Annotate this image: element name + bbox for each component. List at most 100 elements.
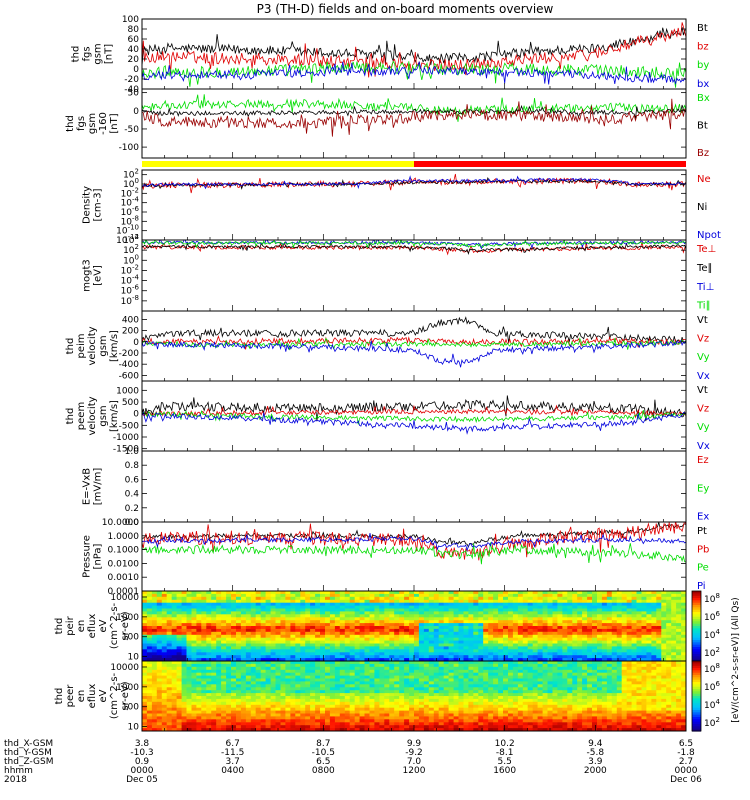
heatmap-cell [216, 640, 222, 645]
heatmap-cell [201, 722, 207, 726]
heatmap-cell [329, 681, 336, 685]
heatmap-cell [433, 725, 440, 729]
heatmap-cell [592, 611, 598, 615]
heatmap-cell [443, 684, 450, 688]
heatmap-cell [344, 666, 351, 671]
heatmap-cell [389, 672, 395, 677]
heatmap-cell [325, 722, 331, 726]
heatmap-cell [616, 626, 623, 630]
heatmap-cell [651, 628, 657, 633]
heatmap-cell [423, 628, 430, 633]
heatmap-cell [414, 637, 420, 642]
heatmap-cell [423, 631, 430, 636]
heatmap-cell [557, 602, 563, 607]
heatmap-cell [339, 725, 346, 729]
heatmap-cell [236, 728, 242, 731]
heatmap-cell [463, 687, 469, 691]
heatmap-cell [587, 626, 593, 630]
heatmap-cell [508, 634, 514, 639]
heatmap-cell [156, 643, 163, 647]
heatmap-cell [443, 678, 450, 682]
heatmap-cell [349, 599, 356, 604]
heatmap-cell [221, 666, 227, 671]
heatmap-cell [211, 643, 217, 647]
heatmap-cell [626, 652, 633, 656]
heatmap-cell [399, 690, 405, 694]
heatmap-cell [389, 666, 395, 671]
heatmap-cell [265, 687, 272, 691]
heatmap-cell [334, 666, 341, 671]
heatmap-cell [245, 707, 252, 712]
heatmap-cell [438, 707, 445, 712]
panel-frame [141, 380, 687, 452]
heatmap-cell [567, 596, 573, 601]
heatmap-cell [186, 596, 192, 601]
heatmap-cell [315, 719, 321, 723]
heatmap-cell [151, 596, 158, 601]
heatmap-cell [285, 719, 291, 723]
heatmap-cell [171, 658, 178, 661]
heatmap-cell [537, 620, 544, 624]
heatmap-cell [176, 602, 183, 607]
heatmap-cell [166, 663, 173, 668]
heatmap-cell [211, 672, 217, 677]
panel-peer-eflux: 10000100010010108106104102thdpeereneflux… [54, 660, 720, 733]
heatmap-cell [512, 634, 519, 639]
heatmap-cell [191, 684, 197, 688]
heatmap-cell [517, 678, 524, 682]
heatmap-cell [354, 684, 361, 688]
heatmap-cell [512, 605, 519, 610]
heatmap-cell [250, 602, 257, 607]
heatmap-cell [418, 725, 425, 729]
heatmap-cell [275, 710, 281, 715]
heatmap-cell [146, 626, 153, 630]
heatmap-cell [250, 728, 257, 731]
heatmap-cell [498, 623, 504, 627]
heatmap-cell [285, 591, 291, 595]
heatmap-cell [265, 602, 272, 607]
heatmap-cell [374, 704, 380, 709]
heatmap-cell [171, 617, 178, 621]
heatmap-cell [404, 710, 410, 715]
heatmap-cell [453, 626, 460, 630]
heatmap-cell [186, 678, 192, 682]
heatmap-cell [231, 640, 237, 645]
heatmap-cell [473, 591, 479, 595]
heatmap-cell [547, 643, 553, 647]
heatmap-cell [646, 599, 652, 604]
heatmap-cell [532, 631, 539, 636]
heatmap-cell [245, 617, 252, 621]
heatmap-cell [453, 725, 460, 729]
heatmap-cell [329, 698, 336, 703]
heatmap-cell [285, 701, 291, 706]
heatmap-cell [661, 658, 667, 661]
heatmap-cell [478, 652, 484, 656]
heatmap-cell [349, 646, 356, 650]
heatmap-cell [226, 634, 232, 639]
heatmap-cell [265, 605, 272, 610]
heatmap-cell [498, 710, 504, 715]
heatmap-cell [389, 605, 395, 610]
heatmap-cell [359, 611, 366, 615]
heatmap-cell [399, 646, 405, 650]
heatmap-cell [414, 701, 420, 706]
heatmap-cell [354, 687, 361, 691]
heatmap-cell [601, 611, 608, 615]
heatmap-cell [374, 634, 380, 639]
heatmap-cell [448, 596, 455, 601]
heatmap-cell [250, 626, 257, 630]
heatmap-cell [681, 591, 686, 595]
heatmap-cell [176, 596, 183, 601]
heatmap-cell [542, 602, 549, 607]
heatmap-cell [245, 681, 252, 685]
heatmap-cell [320, 681, 326, 685]
heatmap-cell [409, 687, 415, 691]
heatmap-cell [161, 655, 168, 659]
heatmap-cell [631, 593, 638, 598]
heatmap-cell [146, 716, 153, 720]
heatmap-cell [616, 637, 623, 642]
heatmap-cell [305, 658, 311, 661]
heatmap-cell [433, 605, 440, 610]
heatmap-cell [280, 696, 286, 700]
heatmap-cell [320, 593, 326, 598]
